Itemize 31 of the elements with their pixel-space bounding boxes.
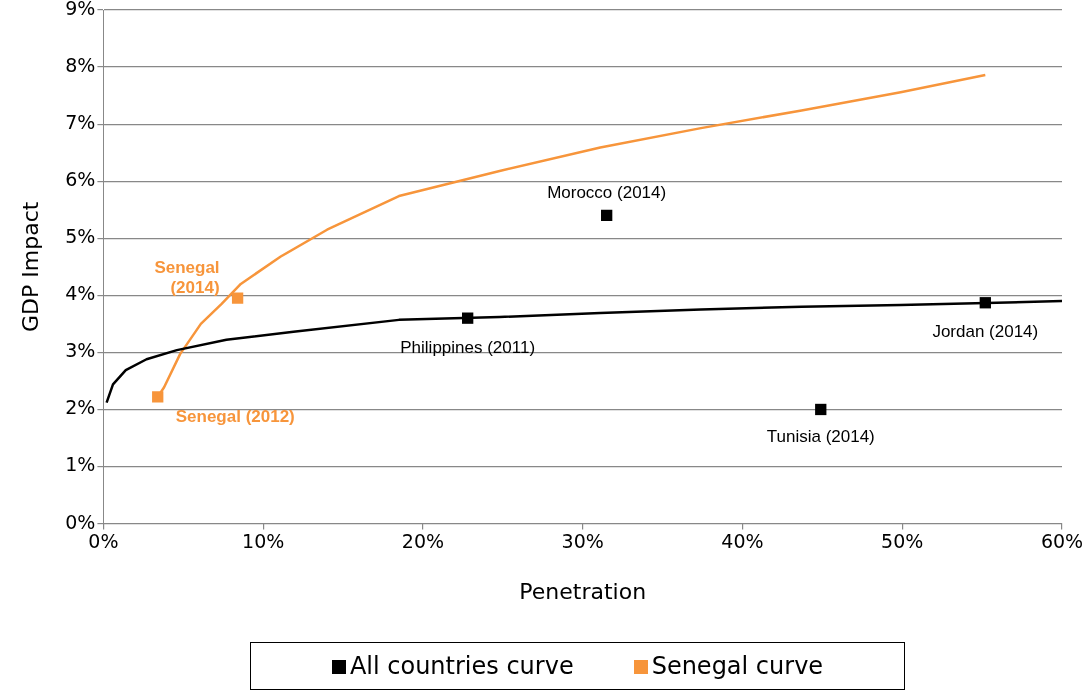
x-tick-label: 50% [881,530,924,553]
x-tick-label: 10% [242,530,285,553]
y-axis-title: GDP Impact [17,201,43,332]
annotation: Jordan (2014) [932,322,1039,342]
x-tick-label: 40% [721,530,764,553]
annotation: Senegal (2014) [154,257,220,297]
y-tick-label: 0% [65,510,96,533]
x-tick-label: 20% [401,530,445,553]
y-tick-label: 7% [65,111,96,134]
y-tick-label: 5% [65,225,96,248]
point [601,209,613,222]
y-tick-label: 3% [65,339,96,362]
y-tick-label: 2% [65,396,96,419]
annotation: Tunisia (2014) [766,427,875,447]
y-tick-label: 8% [65,54,96,76]
x-tick-label: 30% [561,530,604,553]
y-tick-label: 4% [65,282,96,305]
annotation: Philippines (2011) [400,337,536,357]
x-tick-label: 60% [1040,530,1084,553]
point [152,391,164,403]
y-tick-label: 6% [65,168,96,191]
legend-label: All countries curve [348,652,574,680]
annotation: Morocco (2014) [547,183,667,203]
y-tick-label: 9% [65,0,96,19]
annotation: Senegal (2012) [175,406,295,426]
x-tick-label: 0% [88,530,119,553]
y-tick-label: 1% [65,453,96,476]
point [231,292,244,304]
legend-label: Senegal curve [650,652,824,680]
point [815,403,827,416]
x-axis-title: Penetration [519,578,647,604]
